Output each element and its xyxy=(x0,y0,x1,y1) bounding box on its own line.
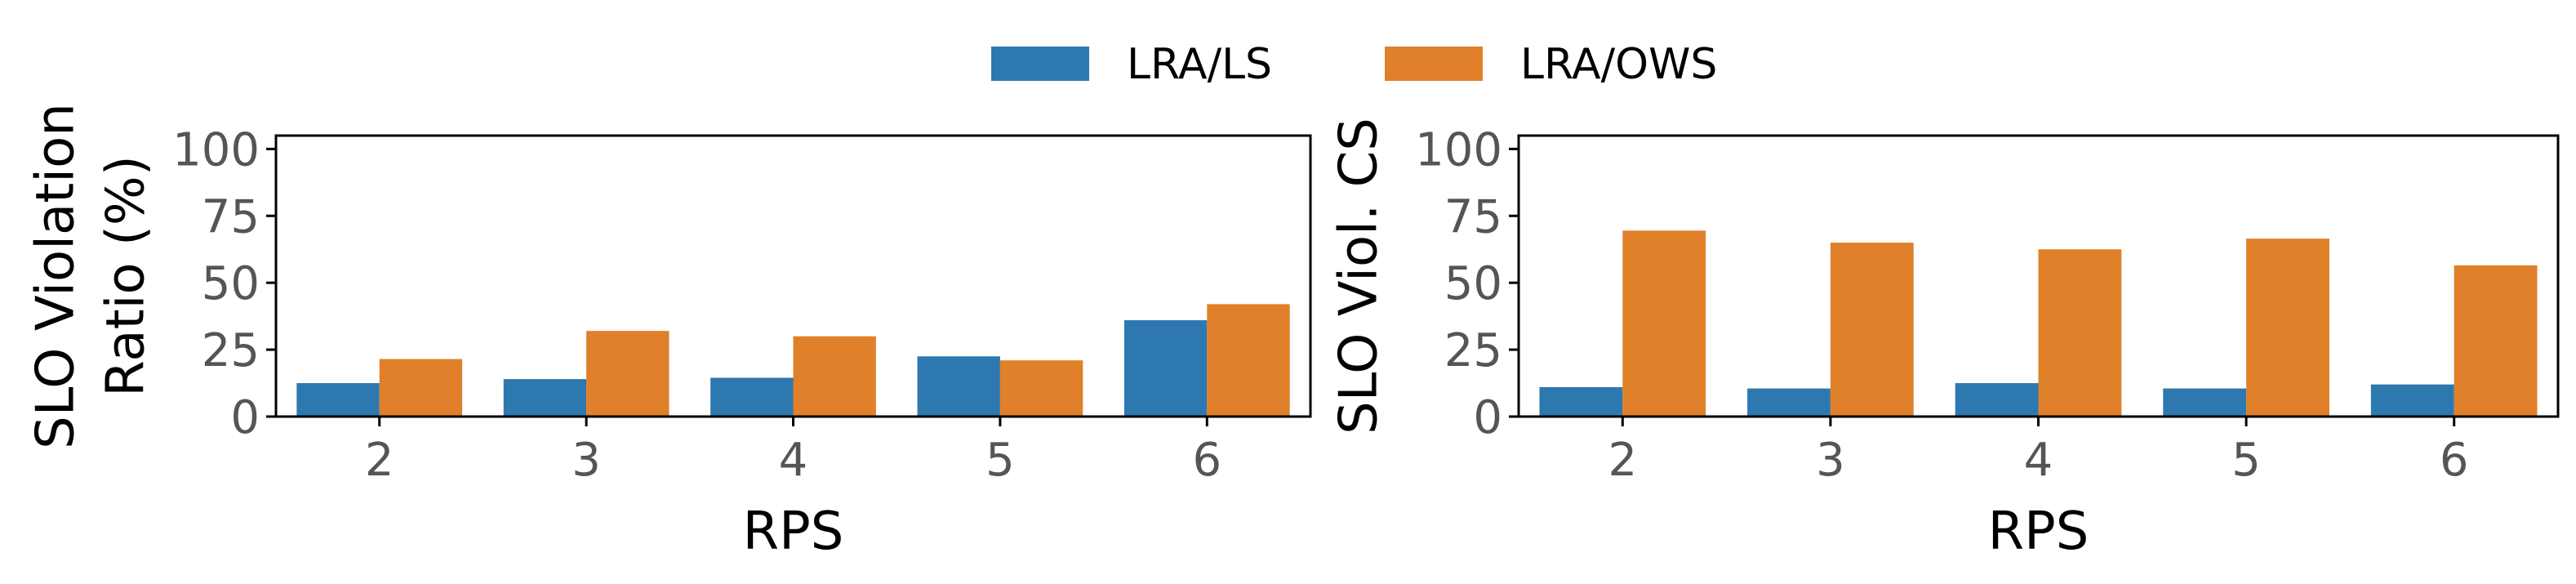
x-axis-label: RPS xyxy=(743,502,844,562)
bar-lra-ls-2 xyxy=(296,383,380,417)
x-tick-label: 6 xyxy=(2440,434,2469,487)
x-tick-label: 2 xyxy=(365,434,394,487)
x-tick-label: 5 xyxy=(985,434,1015,487)
bar-lra-ows-3 xyxy=(586,331,670,417)
bar-lra-ls-6 xyxy=(1123,320,1208,417)
y-tick-label: 100 xyxy=(1415,123,1502,176)
y-tick-label: 0 xyxy=(230,391,260,444)
y-axis-label: SLO Violation xyxy=(26,103,87,449)
bar-lra-ls-6 xyxy=(2370,384,2454,417)
bar-lra-ows-2 xyxy=(379,359,463,417)
bar-lra-ows-2 xyxy=(1622,230,1706,417)
x-tick-label: 4 xyxy=(779,434,808,487)
bar-lra-ows-5 xyxy=(999,360,1083,417)
legend-label-lra-ows: LRA/OWS xyxy=(1520,40,1717,89)
y-tick-label: 100 xyxy=(172,123,260,176)
legend-swatch-lra-ows xyxy=(1385,47,1483,81)
bar-lra-ls-2 xyxy=(1539,386,1623,417)
bar-lra-ows-6 xyxy=(1207,304,1290,417)
bar-lra-ls-3 xyxy=(1747,388,1831,417)
bar-lra-ls-5 xyxy=(917,356,1000,417)
chart-right: 0 25 50 75 100 2 3 4 5 6 RPS SLO Viol. CS xyxy=(1329,118,2560,562)
bar-lra-ls-3 xyxy=(503,379,587,417)
y-tick-label: 25 xyxy=(1444,324,1502,377)
bar-lra-ows-3 xyxy=(1830,243,1914,417)
bar-lra-ows-4 xyxy=(793,336,876,417)
x-axis-label: RPS xyxy=(1988,502,2089,562)
y-tick-label: 0 xyxy=(1473,391,1502,444)
y-tick-label: 75 xyxy=(202,190,260,243)
x-tick-label: 3 xyxy=(572,434,601,487)
bar-lra-ls-5 xyxy=(2163,388,2247,417)
y-tick-label: 50 xyxy=(1444,257,1502,310)
legend-swatch-lra-ls xyxy=(991,47,1089,81)
y-tick-label: 25 xyxy=(202,324,260,377)
bar-lra-ls-4 xyxy=(710,377,794,417)
bar-lra-ls-4 xyxy=(1955,383,2039,417)
x-tick-label: 2 xyxy=(1608,434,1637,487)
bar-lra-ows-4 xyxy=(2038,249,2122,417)
y-axis-label: SLO Viol. CS xyxy=(1329,118,1390,435)
x-tick-label: 3 xyxy=(1816,434,1845,487)
x-tick-label: 6 xyxy=(1192,434,1221,487)
bar-lra-ows-5 xyxy=(2246,239,2329,417)
bar-lra-ows-6 xyxy=(2454,265,2538,417)
chart-left: 0 25 50 75 100 2 3 4 5 6 RPS SLO Violation Ratio (%) xyxy=(26,103,1312,562)
legend: LRA/LS LRA/OWS xyxy=(991,40,1717,89)
y-tick-label: 75 xyxy=(1444,190,1502,243)
y-tick-label: 50 xyxy=(202,257,260,310)
x-tick-label: 4 xyxy=(2024,434,2053,487)
x-tick-label: 5 xyxy=(2231,434,2261,487)
y-axis-label: Ratio (%) xyxy=(96,155,157,396)
legend-label-lra-ls: LRA/LS xyxy=(1127,40,1272,89)
